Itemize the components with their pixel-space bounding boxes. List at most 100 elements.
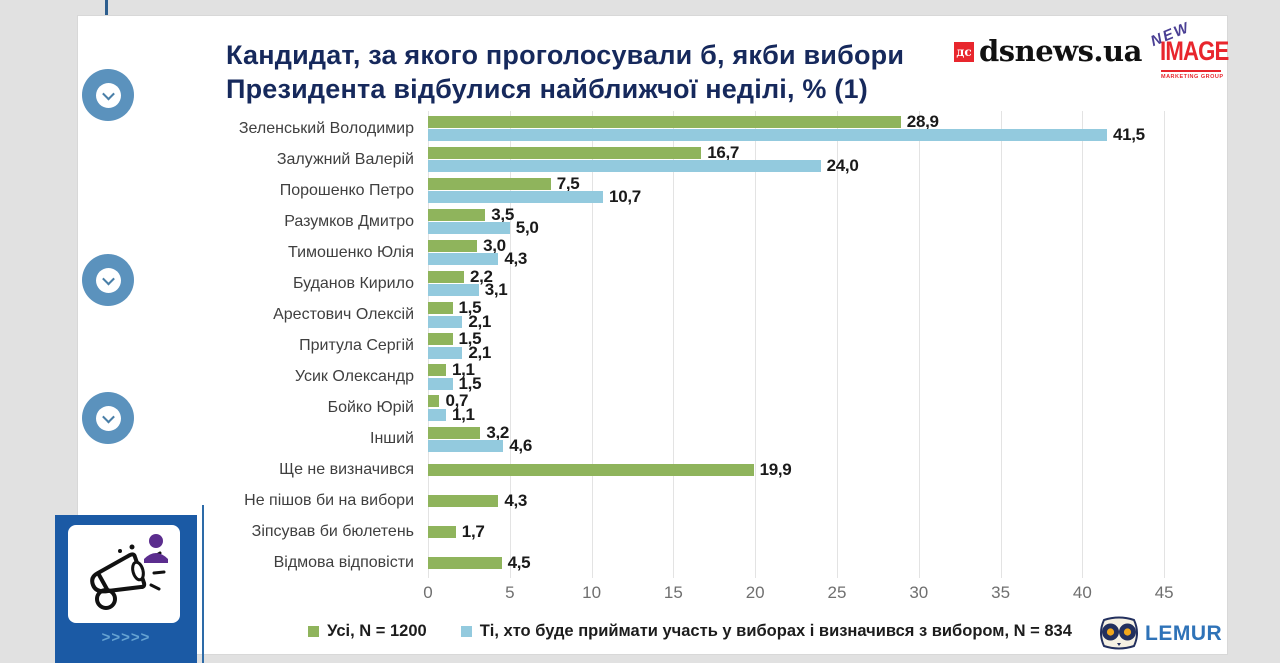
- lemur-logo: LEMUR: [1097, 616, 1222, 652]
- timeline-toggle-button-2[interactable]: [82, 254, 134, 306]
- x-axis-tick-label: 5: [505, 583, 515, 602]
- bar-blue: [428, 160, 821, 173]
- bar-blue: [428, 408, 446, 421]
- bar-blue: [428, 191, 604, 204]
- lemur-face-icon: [1100, 616, 1138, 650]
- gridline: [837, 111, 838, 578]
- chart-category-labels: Зеленський Володимир Залужний Валерій Поро…: [170, 113, 418, 579]
- chevron-circle: [95, 82, 121, 108]
- gridline: [509, 111, 511, 578]
- new-image-logo: NEW IMAGE MARKETING GROUP: [1148, 14, 1229, 86]
- category-label: Ще не визначився: [279, 461, 414, 479]
- bar-blue: [428, 439, 504, 452]
- bar-value-label: 24,0: [826, 156, 859, 176]
- bar-green: [428, 364, 446, 377]
- bar-blue: [428, 315, 463, 328]
- bar-value-label: 4,5: [507, 553, 531, 573]
- bar-blue: [428, 346, 463, 359]
- gridline: [755, 111, 757, 578]
- x-axis-tick-label: 10: [582, 583, 602, 602]
- bar-value-label: 4,6: [509, 435, 532, 455]
- bar-value-label: 16,7: [707, 143, 740, 163]
- title-line-2: Президента відбулися найближчої неділі, …: [226, 74, 868, 104]
- bar-value-label: 41,5: [1112, 125, 1145, 145]
- category-label: Залужний Валерій: [276, 150, 414, 168]
- bar-green: [428, 116, 901, 128]
- bar-value-label: 3,0: [483, 236, 506, 256]
- chevron-down-icon: [101, 87, 115, 100]
- bar-blue: [428, 284, 479, 297]
- bar-value-label: 1,1: [451, 360, 475, 380]
- chart-legend: Усі, N = 1200 Ті, хто буде приймати учас…: [230, 617, 1150, 645]
- bar-value-label: 19,9: [759, 460, 792, 480]
- bar-green: [428, 333, 453, 346]
- dsnews-logo: дс dsnews.ua: [954, 34, 1142, 68]
- category-label: Притула Сергій: [299, 336, 414, 354]
- bar-value-label: 5,0: [515, 218, 539, 238]
- promo-side-line: [202, 505, 204, 663]
- bar-value-label: 2,1: [468, 311, 492, 331]
- category-label: Порошенко Петро: [279, 181, 414, 199]
- legend-item-all: Усі, N = 1200: [308, 622, 427, 641]
- timeline-toggle-button-1[interactable]: [82, 69, 134, 121]
- gridline: [1164, 111, 1166, 578]
- bar-blue: [428, 129, 1107, 142]
- bar-blue: [428, 222, 510, 235]
- dsnews-symbol-icon: дс: [954, 42, 974, 62]
- x-axis-tick-label: 25: [827, 583, 847, 602]
- bar-green: [428, 526, 456, 539]
- timeline-toggle-button-3[interactable]: [82, 392, 134, 444]
- new-image-rule: [1161, 70, 1221, 72]
- slide: Кандидат, за якого проголосували б, якби…: [77, 15, 1228, 655]
- gridline: [918, 111, 920, 578]
- legend-item-voters: Ті, хто буде приймати участь у виборах і…: [460, 622, 1072, 641]
- bar-value-label: 4,3: [504, 249, 528, 269]
- new-image-wordmark: IMAGE: [1160, 36, 1229, 66]
- bar-value-label: 0,7: [445, 391, 469, 411]
- gridline: [1000, 111, 1002, 578]
- chart-plot-area: 0 5 10 15 20 25 30 35 40 45 28,9 41,5 16,7 24,0 7,5 10,…: [423, 111, 1190, 602]
- chevron-circle: [95, 405, 121, 431]
- chevron-circle: [95, 267, 121, 293]
- bar-green: [428, 464, 754, 477]
- legend-swatch-blue: [460, 625, 472, 637]
- category-label: Зіпсував би бюлетень: [251, 523, 414, 541]
- bar-green: [428, 557, 502, 570]
- x-axis-tick-label: 0: [423, 583, 433, 602]
- category-label: Разумков Дмитро: [284, 212, 414, 230]
- bar-blue: [428, 253, 499, 266]
- bar-green: [428, 302, 453, 315]
- bar-blue: [428, 377, 453, 390]
- x-axis-tick-label: 30: [909, 583, 929, 602]
- bar-green: [428, 271, 464, 284]
- bar-value-label: 2,1: [468, 342, 492, 362]
- bar-value-label: 10,7: [609, 187, 641, 207]
- legend-label-all: Усі, N = 1200: [327, 621, 427, 640]
- x-axis-tick-label: 20: [745, 583, 765, 602]
- bar-green: [428, 147, 702, 160]
- bar-green: [428, 240, 478, 253]
- promo-badge: >>>>>: [55, 515, 197, 663]
- dsnews-wordmark: dsnews.ua: [979, 34, 1142, 68]
- bar-value-label: 1,1: [451, 404, 475, 424]
- bar-value-label: 1,5: [458, 329, 482, 349]
- chevron-down-icon: [101, 410, 115, 423]
- bar-value-label: 28,9: [906, 112, 939, 131]
- category-label: Зеленський Володимир: [238, 119, 414, 137]
- bar-value-label: 2,2: [469, 267, 493, 287]
- x-axis-tick-label: 40: [1072, 583, 1092, 602]
- chevron-down-icon: [101, 272, 115, 285]
- bar-value-label: 7,5: [556, 174, 580, 194]
- bar-green: [428, 395, 440, 408]
- megaphone-icon: [90, 534, 168, 610]
- bar-value-label: 3,2: [486, 422, 510, 442]
- next-chevrons: >>>>>: [101, 629, 151, 646]
- promo-card: [68, 525, 180, 623]
- lemur-wordmark: LEMUR: [1145, 622, 1223, 645]
- bar-value-label: 3,1: [484, 280, 508, 300]
- category-label: Усик Олександр: [294, 367, 414, 385]
- category-label: Бойко Юрій: [327, 398, 414, 416]
- category-label: Відмова відповісти: [273, 554, 414, 572]
- bar-green: [428, 426, 481, 439]
- category-label: Тимошенко Юлія: [288, 243, 414, 261]
